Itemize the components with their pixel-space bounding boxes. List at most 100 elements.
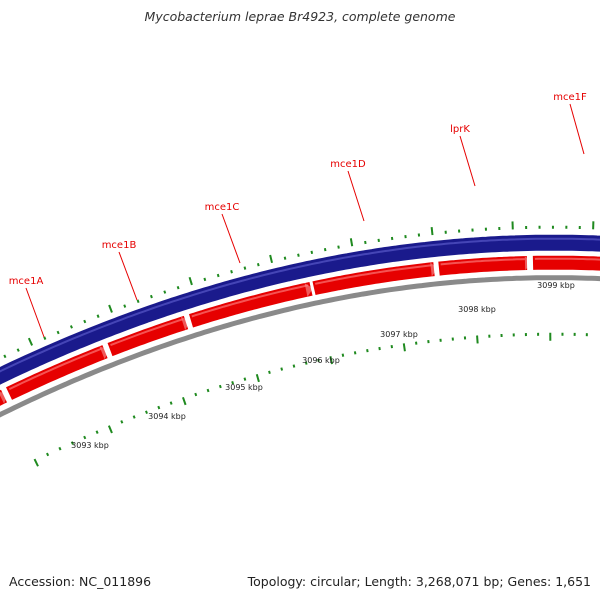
gene-label-layer: mce1A mce1B mce1C mce1D lprK mce1F [9, 92, 587, 338]
gene-segment[interactable] [532, 255, 600, 271]
gene-arrow-tip [180, 316, 190, 331]
tick-mark [69, 325, 73, 329]
tick-mark [230, 270, 233, 274]
tick-mark [145, 410, 148, 414]
tick-mark [231, 381, 235, 385]
gene-highlight [534, 257, 600, 261]
gene-highlight [315, 264, 432, 285]
tick-mark [176, 285, 180, 290]
tick-mark [123, 304, 127, 308]
tick-mark [70, 441, 74, 445]
tick-mark [297, 253, 300, 257]
gene-highlight [191, 284, 309, 318]
tick-mark [157, 405, 161, 410]
tick-mark [203, 277, 207, 282]
gene-segment[interactable] [438, 256, 528, 276]
tick-mark [402, 343, 406, 352]
tick-mark [83, 319, 87, 324]
tick-mark [46, 452, 50, 457]
gene-leader-line [25, 287, 45, 338]
tick-mark [317, 358, 320, 363]
gene-leader-line [221, 213, 241, 264]
tick-mark [108, 304, 113, 313]
gene-label-mce1c[interactable]: mce1C [205, 202, 240, 213]
tick-mark [95, 430, 99, 434]
gene-segment[interactable] [5, 345, 108, 400]
tick-mark [33, 458, 39, 467]
tick-mark [56, 330, 60, 335]
gene-arrow-tip [0, 391, 8, 404]
inner-tick-track [33, 332, 588, 467]
scale-label: 3099 kbp [537, 281, 575, 290]
tick-mark [58, 446, 62, 451]
scale-label: 3094 kbp [148, 412, 186, 421]
gene-arrow-tip [430, 262, 438, 277]
tick-mark [323, 247, 327, 252]
tick-mark [83, 435, 87, 440]
gene-label-mce1b[interactable]: mce1B [102, 240, 137, 251]
gene-segment[interactable] [188, 281, 313, 328]
tick-mark [120, 420, 124, 424]
gene-leader-line [569, 103, 585, 155]
tick-mark [349, 238, 354, 247]
scale-label: 3097 kbp [380, 330, 418, 339]
tick-mark [366, 348, 369, 353]
tick-mark [268, 370, 271, 375]
tick-mark [353, 351, 357, 355]
genome-backbone [0, 275, 600, 418]
gene-segment[interactable] [312, 262, 435, 296]
tick-mark [243, 266, 247, 270]
tick-mark [206, 388, 210, 393]
tick-mark [292, 364, 296, 368]
gene-leader-line [118, 251, 138, 301]
scale-label: 3096 kbp [302, 356, 340, 365]
tick-mark [243, 377, 247, 381]
outer-tick-track [3, 221, 595, 359]
genome-summary-text: Topology: circular; Length: 3,268,071 bp… [247, 574, 591, 589]
tick-mark [476, 335, 479, 344]
tick-mark [430, 226, 434, 236]
tick-mark [256, 262, 260, 267]
gene-highlight [110, 318, 184, 347]
scale-label-layer: 3093 kbp 3094 kbp 3095 kbp 3096 kbp 3097 kbp… [71, 281, 575, 450]
tick-mark [188, 276, 193, 286]
tick-mark [269, 254, 273, 264]
forward-strand-track[interactable] [0, 234, 600, 390]
gene-highlight [440, 258, 525, 266]
gene-segment[interactable] [107, 315, 189, 357]
tick-mark [16, 348, 20, 352]
scale-label: 3098 kbp [458, 305, 496, 314]
gene-label-mce1a[interactable]: mce1A [9, 276, 44, 287]
tick-mark [3, 354, 7, 359]
tick-mark [150, 294, 153, 299]
tick-mark [280, 367, 284, 371]
tick-mark [132, 415, 136, 419]
tick-mark [169, 401, 173, 405]
tick-mark [216, 273, 220, 278]
gene-highlight [8, 347, 102, 391]
gene-label-mce1d[interactable]: mce1D [330, 159, 366, 170]
tick-mark [163, 290, 167, 294]
tick-mark [337, 245, 340, 249]
tick-mark [310, 250, 314, 255]
tick-mark [182, 396, 187, 406]
reverse-gene-track [0, 255, 600, 406]
tick-mark [194, 392, 198, 397]
tick-mark [27, 337, 34, 346]
gene-arrow-tip [524, 256, 532, 271]
gene-leader-line [347, 170, 365, 222]
scale-label: 3093 kbp [71, 441, 109, 450]
tick-mark [96, 314, 100, 318]
tick-mark [218, 384, 222, 389]
gene-label-lprk[interactable]: lprK [450, 124, 470, 135]
tick-mark [283, 256, 287, 260]
tick-mark [304, 361, 308, 365]
tick-mark [255, 373, 260, 383]
tick-mark [329, 356, 334, 365]
tick-mark [107, 425, 113, 434]
gene-label-mce1f[interactable]: mce1F [553, 92, 587, 103]
accession-text: Accession: NC_011896 [9, 574, 152, 589]
tick-mark [136, 299, 140, 304]
forward-strand-highlight [0, 237, 600, 373]
